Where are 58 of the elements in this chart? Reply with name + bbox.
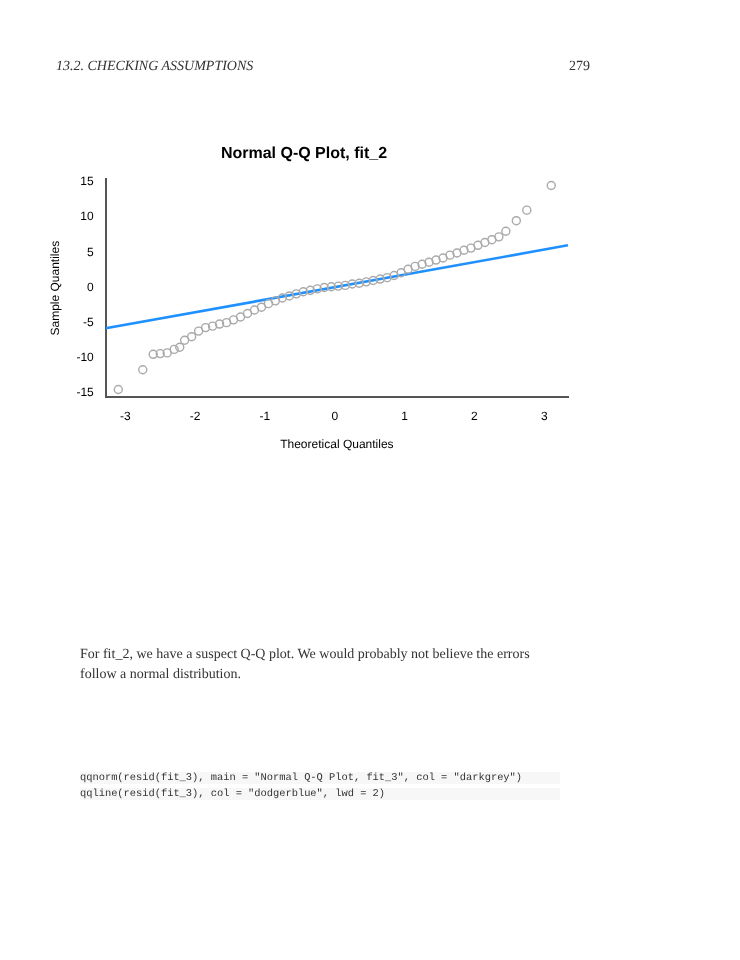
point (396, 268, 406, 278)
point (452, 248, 462, 258)
point (263, 298, 274, 309)
point (473, 240, 483, 250)
point (368, 275, 378, 286)
point (175, 342, 185, 352)
point (249, 305, 260, 315)
point (431, 255, 441, 265)
point (291, 289, 302, 299)
point (403, 264, 413, 274)
point (256, 302, 267, 312)
point (298, 287, 309, 297)
point (546, 180, 556, 191)
point (242, 308, 253, 319)
point (494, 232, 504, 242)
point (445, 250, 455, 260)
point (148, 349, 158, 359)
point (326, 282, 336, 292)
point (501, 226, 511, 236)
point (487, 234, 497, 245)
point (155, 348, 165, 359)
point (312, 284, 323, 294)
point (235, 312, 246, 322)
point (113, 384, 124, 395)
point (228, 315, 239, 325)
point (354, 278, 364, 288)
point (305, 285, 316, 296)
point (138, 365, 148, 375)
point (522, 205, 532, 215)
point (424, 257, 434, 267)
point (179, 335, 190, 345)
point (207, 321, 218, 331)
point (200, 322, 211, 333)
point (214, 319, 225, 329)
point (340, 280, 350, 291)
point (410, 261, 420, 272)
chart-title: Normal Q-Q Plot, fit_2 (220, 144, 389, 163)
point (389, 270, 399, 281)
point (186, 332, 197, 342)
point (333, 281, 343, 291)
point (193, 326, 204, 336)
point (162, 348, 172, 358)
point (459, 245, 469, 255)
point (270, 296, 281, 306)
point (375, 274, 385, 284)
point (480, 237, 490, 248)
point (382, 272, 392, 283)
point (466, 243, 476, 253)
point (277, 293, 288, 303)
point (284, 291, 295, 301)
point (417, 259, 427, 269)
point (511, 215, 522, 226)
point (361, 277, 371, 287)
point (169, 344, 179, 355)
point (221, 317, 232, 328)
point (347, 279, 357, 289)
point (319, 282, 329, 293)
point (438, 253, 448, 263)
